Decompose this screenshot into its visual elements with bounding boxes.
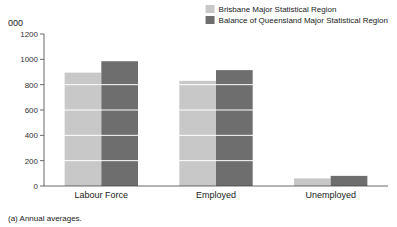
y-tick [40, 135, 44, 136]
legend-swatch [206, 16, 215, 24]
y-tick-label: 600 [25, 106, 39, 115]
y-tick-label: 200 [25, 157, 39, 166]
x-tick-label: Employed [196, 190, 236, 200]
footnote: (a) Annual averages. [8, 214, 82, 223]
y-tick [40, 59, 44, 60]
bars [44, 34, 388, 186]
y-tick [40, 84, 44, 85]
y-tick-label: 1000 [20, 55, 38, 64]
legend-swatch [206, 5, 215, 13]
x-tick-label: Unemployed [305, 190, 356, 200]
y-tick [40, 34, 44, 35]
bar [179, 81, 216, 186]
legend-label: Brisbane Major Statistical Region [219, 5, 337, 14]
y-tick-label: 800 [25, 81, 39, 90]
grid-line [44, 135, 388, 136]
legend-label: Balance of Queensland Major Statistical … [219, 16, 388, 25]
bar [216, 70, 253, 186]
legend: Brisbane Major Statistical Region Balance… [206, 5, 388, 25]
y-tick-label: 1200 [20, 30, 38, 39]
y-tick [40, 160, 44, 161]
x-tick-label: Labour Force [75, 190, 129, 200]
bar [65, 73, 102, 186]
grid-line [44, 160, 388, 161]
bar [294, 178, 331, 186]
x-axis [44, 186, 388, 187]
y-tick [40, 110, 44, 111]
grid-line [44, 84, 388, 85]
bar [331, 176, 368, 186]
y-tick [40, 186, 44, 187]
y-tick-label: 400 [25, 131, 39, 140]
chart: 0 200 400 600 800 1000 1200 Labour Force Employe… [0, 0, 397, 227]
grid-line [44, 59, 388, 60]
grid-line [44, 110, 388, 111]
y-tick-label: 0 [34, 182, 39, 191]
bar [101, 61, 138, 186]
grid-line [44, 34, 388, 35]
y-axis [44, 34, 45, 186]
y-label: 000 [8, 18, 23, 28]
